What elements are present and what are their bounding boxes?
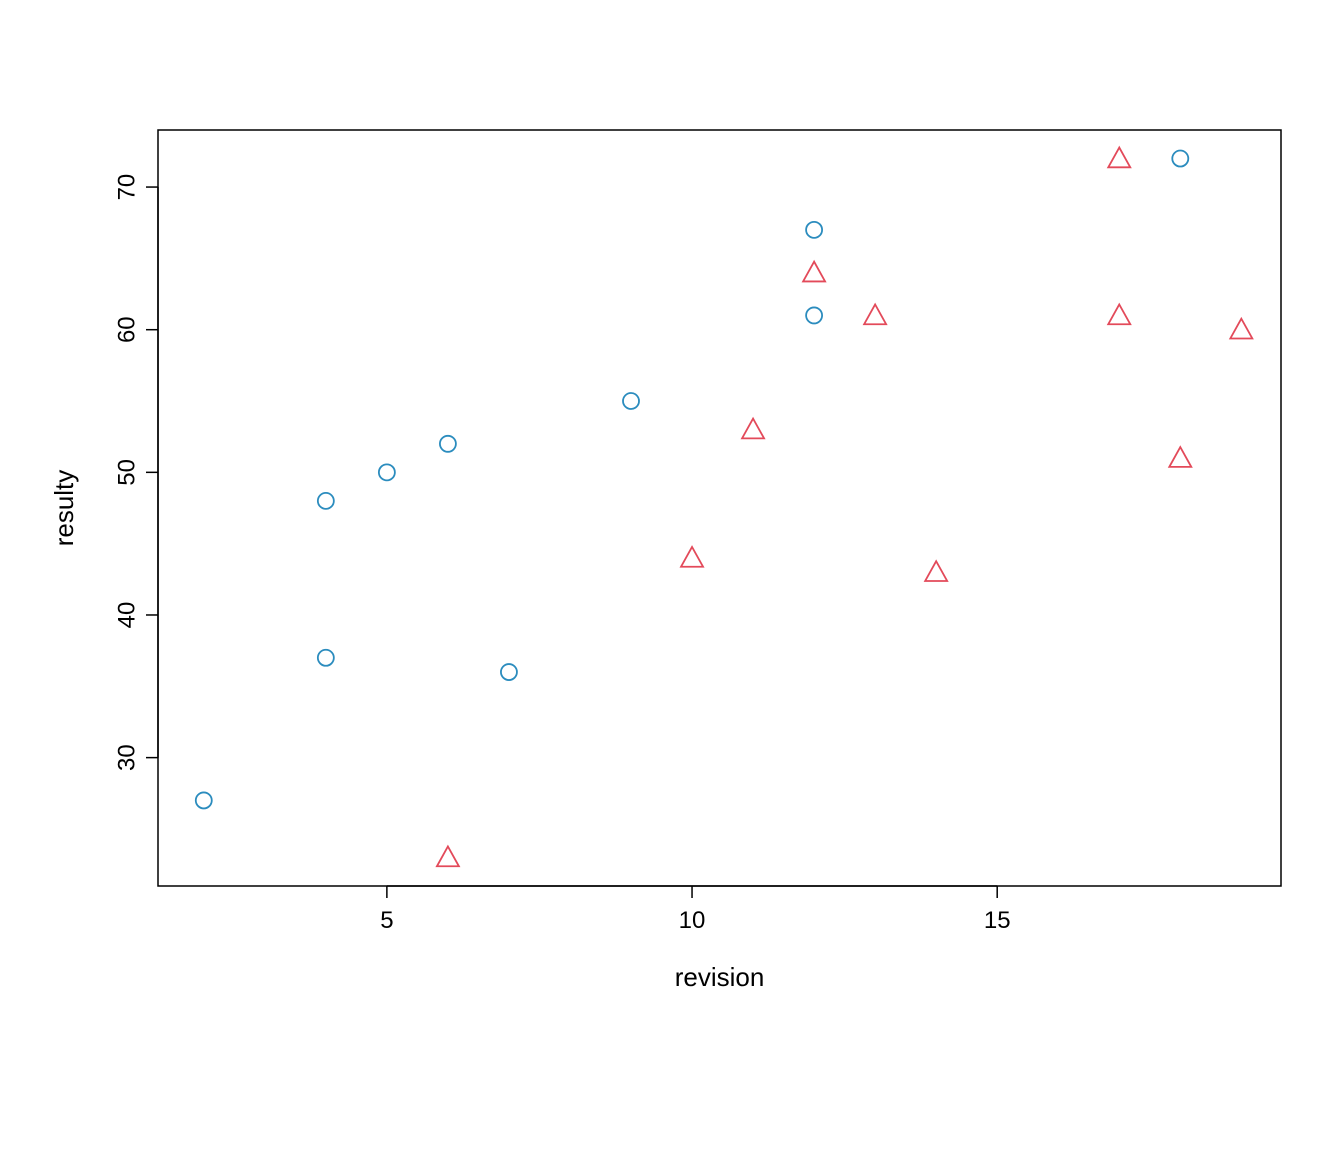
data-point-circle [501, 664, 517, 680]
data-point-triangle [803, 262, 825, 282]
data-point-circle [318, 493, 334, 509]
data-point-triangle [1108, 304, 1130, 324]
data-point-circle [623, 393, 639, 409]
x-axis-label: revision [675, 962, 765, 992]
x-tick-label: 5 [380, 907, 393, 934]
y-tick-label: 50 [113, 459, 140, 486]
y-axis-label: resulty [49, 470, 79, 547]
data-point-triangle [681, 547, 703, 567]
y-tick-label: 60 [113, 316, 140, 343]
data-point-circle [1172, 151, 1188, 167]
data-point-circle [806, 222, 822, 238]
data-point-circle [440, 436, 456, 452]
scatter-chart: 5 10 15 revision 30 40 50 60 70 resulty [0, 0, 1344, 1152]
data-point-circle [379, 464, 395, 480]
data-point-triangle [742, 419, 764, 439]
y-tick-label: 70 [113, 174, 140, 201]
data-point-circle [806, 307, 822, 323]
data-point-triangle [1230, 319, 1252, 339]
data-point-triangle [925, 561, 947, 581]
data-point-triangle [437, 846, 459, 866]
x-tick-label: 15 [984, 907, 1011, 934]
x-tick-label: 10 [679, 907, 706, 934]
data-point-triangle [1169, 447, 1191, 467]
data-point-triangle [864, 304, 886, 324]
data-point-circle [318, 650, 334, 666]
data-point-triangle [1108, 148, 1130, 168]
y-tick-label: 30 [113, 744, 140, 771]
data-point-circle [196, 792, 212, 808]
chart-container: 5 10 15 revision 30 40 50 60 70 resulty [0, 0, 1344, 1152]
y-tick-label: 40 [113, 602, 140, 629]
